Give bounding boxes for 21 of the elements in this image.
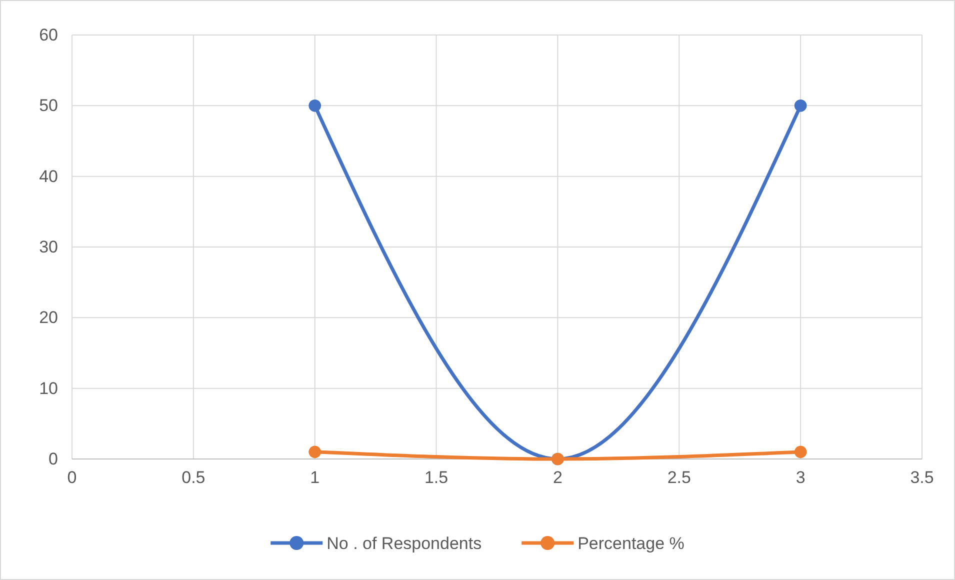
legend-label: Percentage % [578, 534, 684, 553]
y-tick-label: 20 [39, 308, 58, 328]
legend-label: No . of Respondents [326, 534, 482, 553]
x-tick-label: 1 [310, 468, 320, 488]
x-tick-label: 2.5 [667, 468, 691, 488]
y-tick-label: 0 [48, 449, 58, 468]
y-tick-label: 50 [39, 96, 58, 116]
x-tick-label: 3.5 [910, 468, 934, 488]
point [308, 446, 322, 458]
x-tick-label: 0 [67, 468, 77, 488]
y-tick-label: 60 [39, 25, 58, 44]
point [794, 100, 807, 112]
y-tick-label: 30 [39, 237, 58, 256]
point [794, 446, 807, 458]
x-tick-label: 3 [796, 468, 806, 488]
x-tick-label: 2 [552, 468, 562, 488]
y-tick-label: 40 [39, 166, 58, 186]
point [308, 100, 322, 112]
y-tick-label: 10 [39, 378, 58, 398]
x-tick-label: 1.5 [424, 468, 448, 488]
x-tick-label: 0.5 [182, 468, 206, 488]
